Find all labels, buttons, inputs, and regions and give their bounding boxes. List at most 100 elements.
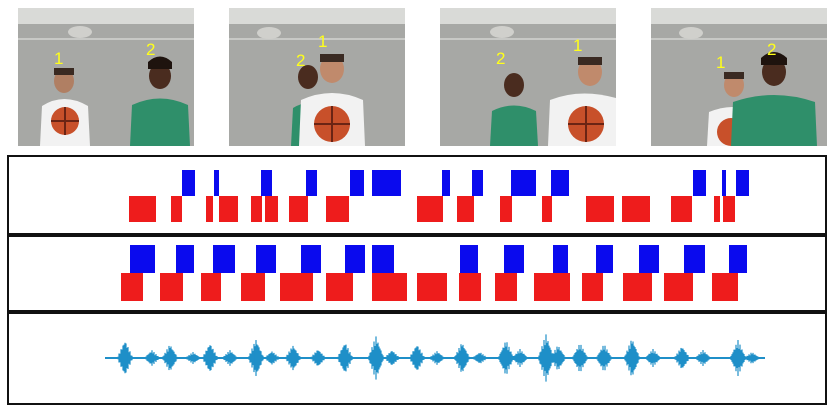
speaker-1-segment [534,273,570,301]
speaker-1-segment [201,273,221,301]
speaker-label-2: 2 [146,40,156,59]
speaker-1-segment [160,273,183,301]
waveform-burst [409,346,425,370]
video-frame-2: 2 1 [229,8,405,146]
speaker-2-segment [684,245,705,273]
speaker-2-segment [504,245,524,273]
waveform-burst [310,350,326,366]
speaker-1-segment [622,196,650,222]
speaker-1-segment [372,273,407,301]
speaker-1-segment [623,273,652,301]
waveform-burst [384,351,400,365]
speaker-label-1: 1 [318,32,328,51]
speaker-1-segment [241,273,265,301]
speaker-2-segment [551,170,569,196]
waveform-burst [185,352,201,364]
speaker-1-segment [326,273,353,301]
speaker-2-segment [182,170,195,196]
waveform-burst [572,344,588,372]
waveform-burst [550,346,566,370]
speaker-1-segment [326,196,349,222]
speaker-2-segment [130,245,155,273]
speaker-label-2: 2 [296,51,306,70]
speaker-2-segment [729,245,747,273]
speaker-2-segment [372,245,394,273]
waveform-burst [454,344,470,372]
speaker-2-segment [350,170,364,196]
waveform-burst [248,340,264,376]
speaker-label-1: 1 [573,36,583,55]
waveform-burst [596,345,612,371]
waveform-burst [674,347,690,369]
waveform-burst [202,345,218,371]
speaker-2-segment [301,245,321,273]
speaker-label-1: 1 [54,49,64,68]
waveform-burst [337,344,353,372]
video-frame-1: 1 2 [18,8,194,146]
speaker-label-2: 2 [767,40,777,59]
speaker-2-segment [693,170,706,196]
speaker-1-segment [265,196,278,222]
speaker-1-segment [417,273,447,301]
speaker-2-segment [442,170,450,196]
speaker-1-segment [129,196,156,222]
speaker-2-segment [460,245,478,273]
speaker-1-segment [171,196,182,222]
waveform-burst [645,349,661,367]
speaker-2-segment [306,170,317,196]
speaker-1-segment [289,196,308,222]
diarization-top-svg [129,170,749,222]
waveform-burst [695,350,711,366]
waveform-burst [730,340,746,376]
waveform-burst [744,352,760,364]
speaker-1-segment [417,196,443,222]
speaker-1-segment [712,273,738,301]
speaker-1-segment [219,196,238,222]
speaker-1-segment [459,273,481,301]
speaker-1-segment [457,196,474,222]
diarization-panel-bottom [7,235,827,312]
waveform-burst [162,345,178,371]
speaker-1-segment [714,196,720,222]
speaker-1-segment [206,196,213,222]
waveform-burst [368,336,384,380]
frame-4-illustration [651,8,827,146]
speaker-2-segment [261,170,272,196]
speaker-2-segment [596,245,613,273]
speaker-1-segment [500,196,512,222]
waveform-burst [117,342,133,374]
speaker-1-segment [582,273,603,301]
audio-waveform-panel [7,312,827,405]
waveform-burst [285,345,301,371]
waveform-burst [512,349,528,367]
waveform-burst [472,352,488,364]
speaker-1-segment [723,196,735,222]
waveform-burst [498,342,514,374]
speaker-1-segment [671,196,692,222]
speaker-1-segment [495,273,517,301]
speaker-label-1: 1 [716,53,726,72]
speaker-2-segment [553,245,568,273]
speaker-1-segment [664,273,693,301]
speaker-2-segment [214,170,219,196]
speaker-1-segment [280,273,313,301]
waveform-burst [144,350,160,366]
video-frame-4: 1 2 [651,8,827,146]
speaker-1-segment [121,273,143,301]
waveform-burst [538,334,554,382]
diarization-panel-top [7,155,827,235]
video-frame-3: 2 1 [440,8,616,146]
waveform-burst [429,351,445,365]
speaker-2-segment [256,245,276,273]
waveform-burst [222,350,238,366]
diarization-bottom-svg [121,245,747,301]
speaker-1-segment [542,196,552,222]
frame-1-illustration [18,8,194,146]
speaker-1-segment [251,196,262,222]
speaker-2-segment [213,245,235,273]
speaker-2-segment [639,245,659,273]
speaker-2-segment [176,245,194,273]
speaker-2-segment [345,245,365,273]
speaker-2-segment [736,170,749,196]
waveform-burst [264,351,280,365]
